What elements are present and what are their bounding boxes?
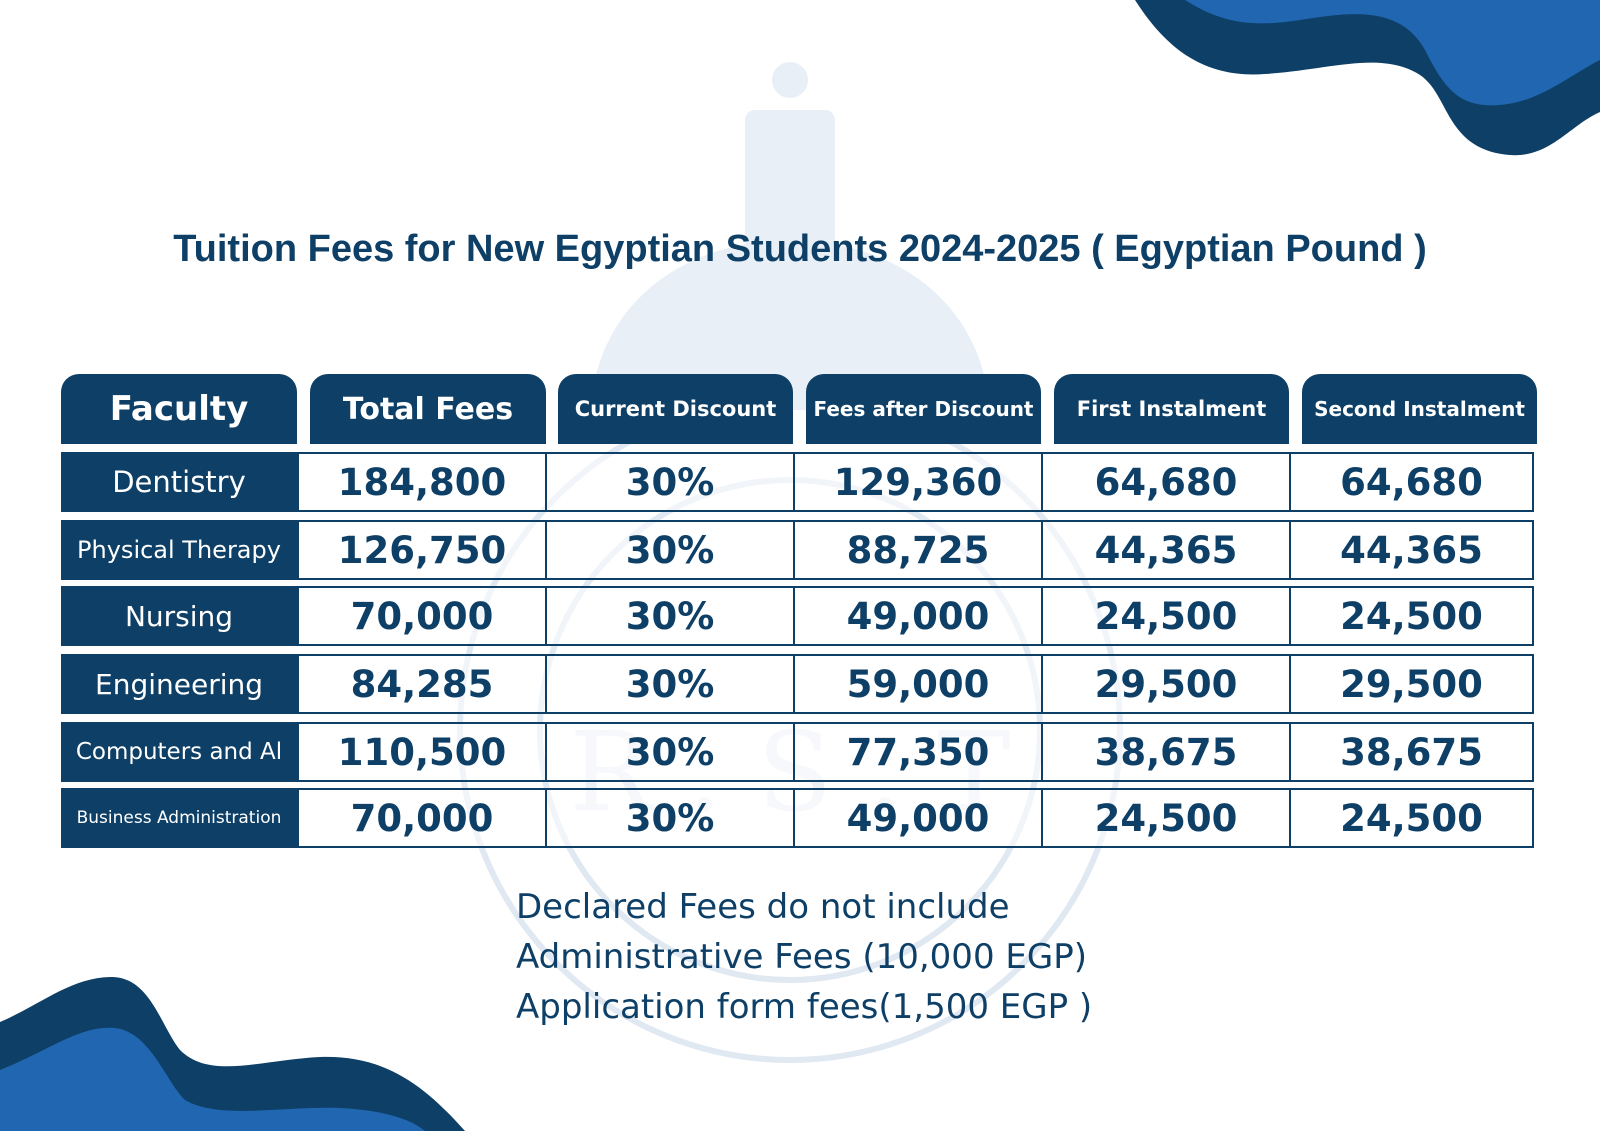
fees-after-discount-cell: 49,000 <box>795 790 1043 846</box>
bottom-wave-decoration <box>0 976 465 1131</box>
total-fees-cell: 70,000 <box>299 790 547 846</box>
total-fees-cell: 84,285 <box>299 656 547 712</box>
header-current-discount: Current Discount <box>558 374 793 444</box>
second-instalment-cell: 38,675 <box>1340 730 1483 774</box>
table-row: Engineering 84,285 30% 59,000 29,500 29,… <box>61 654 1534 714</box>
header-total-fees: Total Fees <box>310 374 546 444</box>
discount-cell: 30% <box>547 790 795 846</box>
discount-cell: 30% <box>547 656 795 712</box>
note-line: Application form fees(1,500 EGP ) <box>516 987 1093 1027</box>
table-row: Nursing 70,000 30% 49,000 24,500 24,500 <box>61 586 1534 646</box>
table-row: Physical Therapy 126,750 30% 88,725 44,3… <box>61 520 1534 580</box>
table-row: Computers and Al 110,500 30% 77,350 38,6… <box>61 722 1534 782</box>
page-title: Tuition Fees for New Egyptian Students 2… <box>173 228 1427 270</box>
faculty-cell: Engineering <box>61 654 297 714</box>
discount-cell: 30% <box>547 522 795 578</box>
header-fees-after-discount: Fees after Discount <box>806 374 1041 444</box>
first-instalment-cell: 64,680 <box>1043 454 1291 510</box>
faculty-cell: Dentistry <box>61 452 297 512</box>
second-instalment-cell: 64,680 <box>1340 460 1483 504</box>
faculty-cell: Nursing <box>61 586 297 646</box>
fees-after-discount-cell: 88,725 <box>795 522 1043 578</box>
header-first-instalment: First Instalment <box>1054 374 1289 444</box>
second-instalment-cell: 24,500 <box>1340 796 1483 840</box>
first-instalment-cell: 29,500 <box>1043 656 1291 712</box>
fees-notes: Declared Fees do not include Administrat… <box>516 882 1092 1032</box>
total-fees-cell: 110,500 <box>299 724 547 780</box>
fees-after-discount-cell: 77,350 <box>795 724 1043 780</box>
second-instalment-cell: 29,500 <box>1340 662 1483 706</box>
fees-after-discount-cell: 49,000 <box>795 588 1043 644</box>
faculty-cell: Business Administration <box>61 788 297 848</box>
faculty-cell: Computers and Al <box>61 722 297 782</box>
first-instalment-cell: 44,365 <box>1043 522 1291 578</box>
total-fees-cell: 70,000 <box>299 588 547 644</box>
table-row: Business Administration 70,000 30% 49,00… <box>61 788 1534 848</box>
total-fees-cell: 126,750 <box>299 522 547 578</box>
note-line: Declared Fees do not include <box>516 887 1010 927</box>
second-instalment-cell: 24,500 <box>1340 594 1483 638</box>
note-line: Administrative Fees (10,000 EGP) <box>516 937 1087 977</box>
discount-cell: 30% <box>547 724 795 780</box>
total-fees-cell: 184,800 <box>299 454 547 510</box>
discount-cell: 30% <box>547 588 795 644</box>
fees-after-discount-cell: 129,360 <box>795 454 1043 510</box>
first-instalment-cell: 38,675 <box>1043 724 1291 780</box>
table-row: Dentistry 184,800 30% 129,360 64,680 64,… <box>61 452 1534 512</box>
fees-after-discount-cell: 59,000 <box>795 656 1043 712</box>
header-second-instalment: Second Instalment <box>1302 374 1537 444</box>
first-instalment-cell: 24,500 <box>1043 588 1291 644</box>
faculty-cell: Physical Therapy <box>61 520 297 580</box>
top-wave-decoration <box>1135 0 1600 156</box>
second-instalment-cell: 44,365 <box>1340 528 1483 572</box>
first-instalment-cell: 24,500 <box>1043 790 1291 846</box>
discount-cell: 30% <box>547 454 795 510</box>
header-faculty: Faculty <box>61 374 297 444</box>
